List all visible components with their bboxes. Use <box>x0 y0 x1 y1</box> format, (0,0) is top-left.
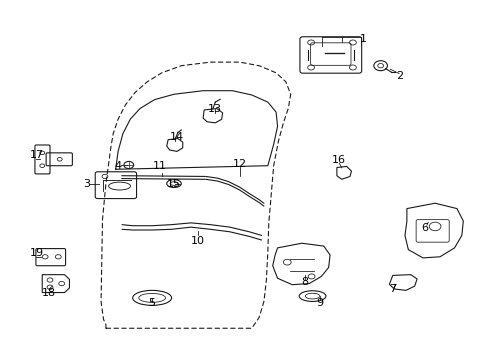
Text: 17: 17 <box>29 150 43 160</box>
Text: 6: 6 <box>420 223 427 233</box>
Text: 19: 19 <box>29 248 43 258</box>
Text: 18: 18 <box>42 288 56 297</box>
Text: 8: 8 <box>301 277 308 287</box>
Text: 12: 12 <box>232 159 246 169</box>
Text: 2: 2 <box>396 71 403 81</box>
Text: 9: 9 <box>316 298 323 308</box>
Text: 10: 10 <box>191 236 205 246</box>
Text: 3: 3 <box>83 179 90 189</box>
Text: 14: 14 <box>169 132 183 142</box>
Text: 5: 5 <box>148 298 155 308</box>
Text: 16: 16 <box>332 156 346 165</box>
Text: 7: 7 <box>388 284 396 294</box>
Text: 1: 1 <box>359 34 366 44</box>
Text: 15: 15 <box>167 179 181 189</box>
Text: 11: 11 <box>152 161 166 171</box>
Text: 4: 4 <box>114 161 122 171</box>
Text: 13: 13 <box>208 104 222 113</box>
